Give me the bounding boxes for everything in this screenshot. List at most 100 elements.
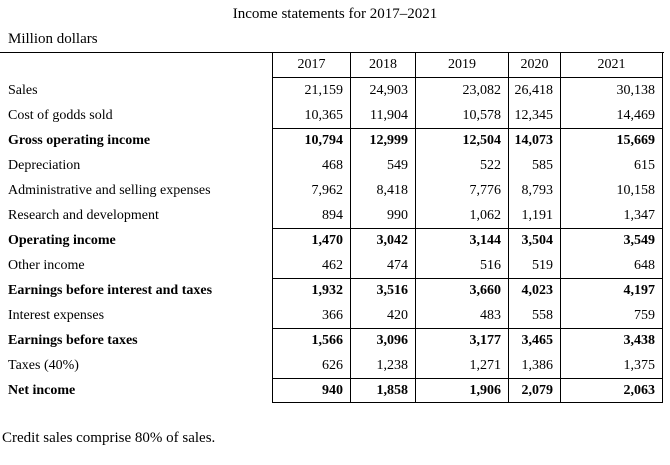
table-row-interest-expenses: Interest expenses 366 420 483 558 759	[8, 303, 663, 328]
table-row-net-income: Net income 940 1,858 1,906 2,079 2,063	[8, 378, 663, 403]
table-cell: 420	[351, 303, 416, 328]
year-header: 2017	[272, 53, 351, 78]
row-label: Operating income	[8, 232, 116, 248]
table-cell: 2,079	[509, 378, 561, 403]
table-cell: 8,793	[509, 178, 561, 203]
table-cell: 366	[272, 303, 351, 328]
table-cell: 7,962	[272, 178, 351, 203]
row-label: Depreciation	[8, 157, 81, 173]
table-cell: 3,144	[416, 228, 509, 253]
table-cell: 1,386	[509, 353, 561, 378]
table-cell: 990	[351, 203, 416, 228]
income-statement-table: 2017 2018 2019 2020 2021 Sales 21,159 24…	[8, 53, 663, 403]
table-cell: 894	[272, 203, 351, 228]
table-cell: 26,418	[509, 78, 561, 103]
header-spacer	[8, 53, 272, 78]
table-cell: 2,063	[561, 378, 663, 403]
table-cell: 24,903	[351, 78, 416, 103]
table-cell: 549	[351, 153, 416, 178]
table-cell: 1,238	[351, 353, 416, 378]
table-cell: 12,504	[416, 128, 509, 153]
table-row-sales: Sales 21,159 24,903 23,082 26,418 30,138	[8, 78, 663, 103]
table-cell: 4,197	[561, 278, 663, 303]
table-row-operating-income: Operating income 1,470 3,042 3,144 3,504…	[8, 228, 663, 253]
table-cell: 10,365	[272, 103, 351, 128]
header-rule	[0, 52, 664, 53]
table-cell: 1,191	[509, 203, 561, 228]
year-header: 2021	[561, 53, 663, 78]
table-row-research-development: Research and development 894 990 1,062 1…	[8, 203, 663, 228]
table-cell: 30,138	[561, 78, 663, 103]
row-label: Cost of godds sold	[8, 107, 113, 123]
table-row-other-income: Other income 462 474 516 519 648	[8, 253, 663, 278]
table-row-earnings-before-taxes: Earnings before taxes 1,566 3,096 3,177 …	[8, 328, 663, 353]
table-cell: 759	[561, 303, 663, 328]
table-cell: 615	[561, 153, 663, 178]
year-header: 2018	[351, 53, 416, 78]
table-cell: 7,776	[416, 178, 509, 203]
footnote: Credit sales comprise 80% of sales.	[2, 430, 216, 446]
table-row-taxes: Taxes (40%) 626 1,238 1,271 1,386 1,375	[8, 353, 663, 378]
table-cell: 1,858	[351, 378, 416, 403]
table-cell: 519	[509, 253, 561, 278]
table-cell: 522	[416, 153, 509, 178]
table-cell: 585	[509, 153, 561, 178]
table-cell: 3,042	[351, 228, 416, 253]
table-cell: 1,566	[272, 328, 351, 353]
row-label: Net income	[8, 382, 76, 398]
table-row-depreciation: Depreciation 468 549 522 585 615	[8, 153, 663, 178]
table-cell: 516	[416, 253, 509, 278]
table-cell: 483	[416, 303, 509, 328]
table-cell: 10,794	[272, 128, 351, 153]
table-cell: 14,469	[561, 103, 663, 128]
table-cell: 8,418	[351, 178, 416, 203]
table-row-cogs: Cost of godds sold 10,365 11,904 10,578 …	[8, 103, 663, 128]
row-label: Research and development	[8, 207, 159, 223]
table-cell: 3,465	[509, 328, 561, 353]
table-cell: 3,516	[351, 278, 416, 303]
units-label: Million dollars	[8, 31, 98, 47]
table-cell: 1,375	[561, 353, 663, 378]
table-row-gross-operating-income: Gross operating income 10,794 12,999 12,…	[8, 128, 663, 153]
table-cell: 468	[272, 153, 351, 178]
table-cell: 3,177	[416, 328, 509, 353]
table-cell: 3,096	[351, 328, 416, 353]
table-cell: 10,158	[561, 178, 663, 203]
table-cell: 14,073	[509, 128, 561, 153]
table-cell: 4,023	[509, 278, 561, 303]
table-cell: 474	[351, 253, 416, 278]
table-cell: 1,906	[416, 378, 509, 403]
table-cell: 3,438	[561, 328, 663, 353]
row-label: Gross operating income	[8, 132, 151, 148]
table-cell: 15,669	[561, 128, 663, 153]
table-cell: 3,549	[561, 228, 663, 253]
year-header: 2020	[509, 53, 561, 78]
row-label: Other income	[8, 257, 85, 273]
row-label: Interest expenses	[8, 307, 105, 323]
page-title: Income statements for 2017–2021	[232, 6, 438, 22]
table-row-admin-selling: Administrative and selling expenses 7,96…	[8, 178, 663, 203]
table-cell: 1,347	[561, 203, 663, 228]
table-cell: 1,062	[416, 203, 509, 228]
table-cell: 1,470	[272, 228, 351, 253]
table-cell: 1,932	[272, 278, 351, 303]
table-cell: 558	[509, 303, 561, 328]
table-cell: 12,999	[351, 128, 416, 153]
row-label: Sales	[8, 82, 38, 98]
table-cell: 1,271	[416, 353, 509, 378]
table-cell: 10,578	[416, 103, 509, 128]
table-row-ebit: Earnings before interest and taxes 1,932…	[8, 278, 663, 303]
table-cell: 3,660	[416, 278, 509, 303]
year-header: 2019	[416, 53, 509, 78]
table-cell: 11,904	[351, 103, 416, 128]
table-header-row: 2017 2018 2019 2020 2021	[8, 53, 663, 78]
table-cell: 648	[561, 253, 663, 278]
row-label: Administrative and selling expenses	[8, 182, 211, 198]
table-cell: 940	[272, 378, 351, 403]
table-cell: 3,504	[509, 228, 561, 253]
table-cell: 12,345	[509, 103, 561, 128]
table-cell: 23,082	[416, 78, 509, 103]
table-cell: 21,159	[272, 78, 351, 103]
table-cell: 626	[272, 353, 351, 378]
